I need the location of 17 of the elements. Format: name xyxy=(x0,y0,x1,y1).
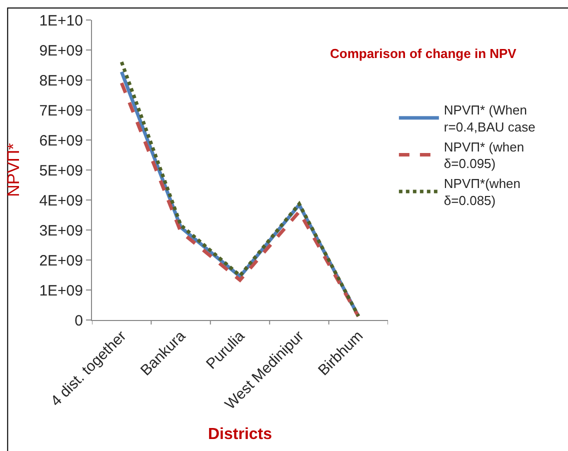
y-tick-label: 0 xyxy=(74,312,83,330)
legend-label: NPVΠ*(when δ=0.085) xyxy=(444,176,521,208)
y-tick-label: 3E+09 xyxy=(39,222,83,240)
y-tick-label: 4E+09 xyxy=(39,192,83,210)
y-tick-label: 8E+09 xyxy=(39,72,83,90)
y-tick-label: 7E+09 xyxy=(39,102,83,120)
y-axis-title: NPVΠ* xyxy=(4,142,23,197)
legend-label: NPVΠ* (When r=0.4,BAU case xyxy=(444,102,536,134)
y-tick-label: 2E+09 xyxy=(39,252,83,270)
legend-label: NPVΠ* (when δ=0.095) xyxy=(444,139,524,172)
y-tick-label: 5E+09 xyxy=(39,162,83,180)
x-axis-title: Districts xyxy=(208,426,272,443)
y-tick-label: 1E+10 xyxy=(39,12,83,30)
y-tick-label: 6E+09 xyxy=(39,132,83,150)
text: Comparison of change in NPV xyxy=(330,46,517,61)
y-tick-label: 1E+09 xyxy=(39,282,83,300)
y-tick-label: 9E+09 xyxy=(39,42,83,60)
